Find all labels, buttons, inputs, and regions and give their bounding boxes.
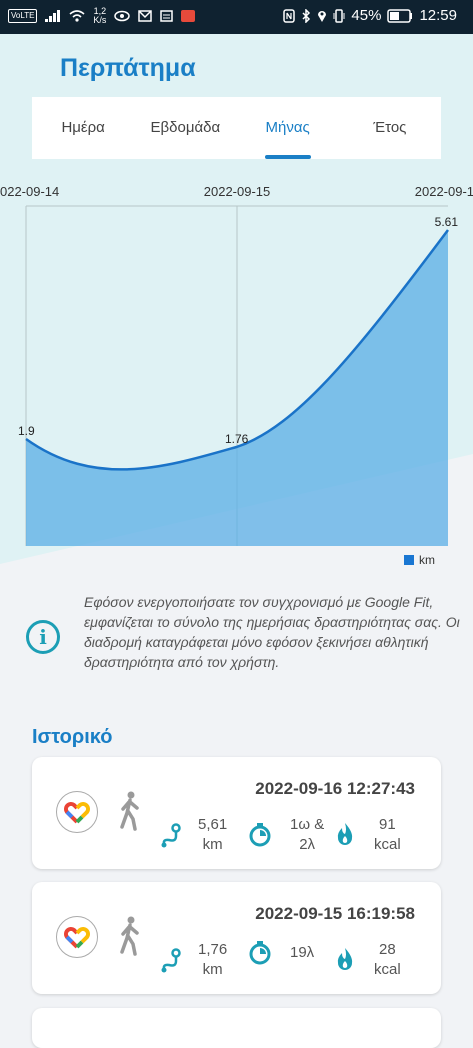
flame-icon [337, 823, 353, 845]
route-icon [161, 823, 181, 848]
tab-week[interactable]: Εβδομάδα [150, 119, 221, 136]
vibrate-icon [333, 8, 345, 23]
legend-swatch [404, 555, 414, 565]
page-title: Περπάτημα [60, 54, 196, 82]
walking-icon [120, 916, 139, 956]
distance-value: 1,76 [198, 941, 228, 958]
info-text: Εφόσον ενεργοποιήσατε τον συγχρονισμό με… [84, 594, 460, 670]
news-icon [160, 10, 174, 22]
history-card[interactable]: 2022-09-16 12:27:43 5,61 km 1ω & 2λ 91 kcal [32, 757, 441, 869]
clock: 12:59 [419, 7, 457, 24]
distance-unit: km [202, 836, 223, 853]
distance-unit: km [202, 961, 223, 978]
network-speed: 1,2 K/s [93, 6, 107, 25]
data-label-1: 1.76 [225, 432, 249, 446]
walking-icon [120, 791, 139, 831]
eye-icon [114, 10, 131, 22]
route-icon [161, 948, 181, 973]
chart-legend: km [404, 553, 435, 567]
signal-icon [45, 10, 61, 22]
calories-metric: 28 kcal [334, 940, 401, 980]
app-notification-icon [181, 10, 196, 22]
duration-metric: 1ω & 2λ [248, 815, 324, 855]
duration-bottom: 2λ [299, 836, 316, 853]
wifi-icon [69, 10, 85, 22]
duration-metric: 19λ [248, 940, 314, 966]
data-label-2: 5.61 [435, 215, 459, 229]
stopwatch-icon [249, 823, 271, 847]
history-card-partial[interactable] [32, 1008, 441, 1048]
data-label-0: 1.9 [18, 424, 35, 438]
series-km-line [25, 229, 449, 471]
status-bar: VoLTE 1,2 K/s 45% 12:59 [0, 0, 473, 34]
distance-chart: 2022-09-14 2022-09-15 2022-09-16 1.9 1.7… [0, 184, 473, 546]
calories-metric: 91 kcal [334, 815, 401, 855]
legend-label: km [419, 553, 435, 567]
google-fit-icon [56, 791, 98, 833]
history-title: Ιστορικό [32, 726, 113, 748]
battery-percent: 45% [351, 7, 382, 24]
stopwatch-icon [249, 941, 271, 965]
battery-icon [387, 8, 413, 23]
distance-metric: 1,76 km [160, 940, 227, 980]
kcal-unit: kcal [374, 836, 401, 853]
history-card[interactable]: 2022-09-15 16:19:58 1,76 km 19λ 28 kcal [32, 882, 441, 994]
period-tabs: Ημέρα Εβδομάδα Μήνας Έτος [32, 97, 441, 159]
x-tick-label-0: 2022-09-14 [0, 184, 59, 199]
bluetooth-icon [302, 8, 311, 23]
kcal-value: 91 [379, 816, 396, 833]
tab-year[interactable]: Έτος [373, 119, 407, 136]
distance-metric: 5,61 km [160, 815, 227, 855]
info-panel: i Εφόσον ενεργοποιήσατε τον συγχρονισμό … [26, 590, 460, 690]
distance-value: 5,61 [198, 816, 228, 833]
duration-top: 19λ [290, 944, 315, 961]
duration-top: 1ω & [290, 816, 325, 833]
x-tick-label-2: 2022-09-16 [415, 184, 473, 199]
google-fit-icon [56, 916, 98, 958]
kcal-value: 28 [379, 941, 396, 958]
flame-icon [337, 948, 353, 970]
history-datetime: 2022-09-15 16:19:58 [255, 904, 415, 923]
tab-day[interactable]: Ημέρα [61, 119, 105, 136]
location-icon [318, 10, 327, 22]
tab-month[interactable]: Μήνας [237, 97, 339, 159]
x-tick-label-1: 2022-09-15 [204, 184, 271, 199]
info-icon: i [26, 620, 60, 654]
series-km-area [26, 230, 448, 546]
history-datetime: 2022-09-16 12:27:43 [255, 779, 415, 798]
kcal-unit: kcal [374, 961, 401, 978]
volte-badge: VoLTE [8, 9, 38, 23]
mail-icon [138, 10, 153, 22]
nfc-icon [283, 8, 296, 23]
